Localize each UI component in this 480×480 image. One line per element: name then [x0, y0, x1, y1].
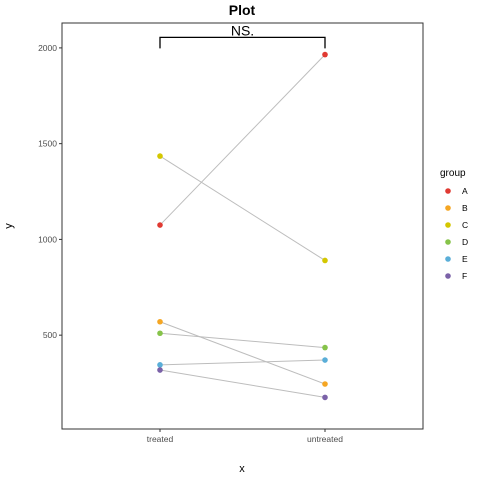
- point-C-untreated: [322, 257, 328, 264]
- x-tick-label: treated: [147, 434, 174, 444]
- legend-label-E: E: [462, 254, 468, 264]
- plot-panel: [61, 22, 424, 430]
- point-A-untreated: [322, 51, 328, 58]
- pair-line-B: [159, 321, 326, 385]
- point-B-treated: [157, 318, 163, 325]
- y-tick-label: 1500: [38, 139, 57, 149]
- pair-line-F: [159, 369, 326, 398]
- pair-line-A: [159, 54, 326, 226]
- legend-label-A: A: [462, 186, 468, 196]
- pair-line-D: [159, 332, 326, 349]
- pair-line-C: [159, 155, 326, 261]
- pair-line-E: [159, 359, 326, 366]
- y-tick-label: 500: [43, 330, 57, 340]
- point-C-treated: [157, 153, 163, 159]
- point-E-untreated: [322, 357, 328, 363]
- point-F-untreated: [322, 394, 328, 401]
- legend-key-E: [445, 256, 451, 262]
- legend-label-F: F: [462, 271, 467, 281]
- point-D-untreated: [322, 344, 328, 351]
- legend-title: group: [440, 168, 466, 179]
- legend-label-B: B: [462, 203, 468, 213]
- significance-bracket: NS.: [159, 22, 326, 49]
- y-axis: 500 1000 1500 2000: [38, 43, 62, 340]
- legend-key-A: [445, 188, 451, 194]
- significance-label: NS.: [231, 22, 254, 38]
- paired-lines: [159, 54, 326, 398]
- point-D-treated: [157, 330, 163, 337]
- point-F-treated: [157, 367, 163, 373]
- bracket-line: [159, 36, 326, 49]
- legend-label-C: C: [462, 220, 468, 230]
- legend-key-D: [445, 239, 451, 245]
- point-A-treated: [157, 222, 163, 228]
- y-tick-label: 1000: [38, 234, 57, 244]
- legend-key-B: [445, 205, 451, 211]
- x-axis-title: x: [239, 463, 245, 475]
- chart-title: Plot: [229, 2, 256, 18]
- x-axis: treated untreated: [147, 429, 343, 444]
- point-E-treated: [157, 362, 163, 368]
- point-B-untreated: [322, 381, 328, 387]
- legend-label-D: D: [462, 237, 468, 247]
- x-tick-label: untreated: [307, 434, 343, 444]
- legend-key-F: [445, 273, 451, 279]
- y-tick-label: 2000: [38, 43, 57, 53]
- data-points: [157, 51, 328, 401]
- legend-key-C: [445, 222, 451, 228]
- y-axis-title: y: [3, 223, 15, 229]
